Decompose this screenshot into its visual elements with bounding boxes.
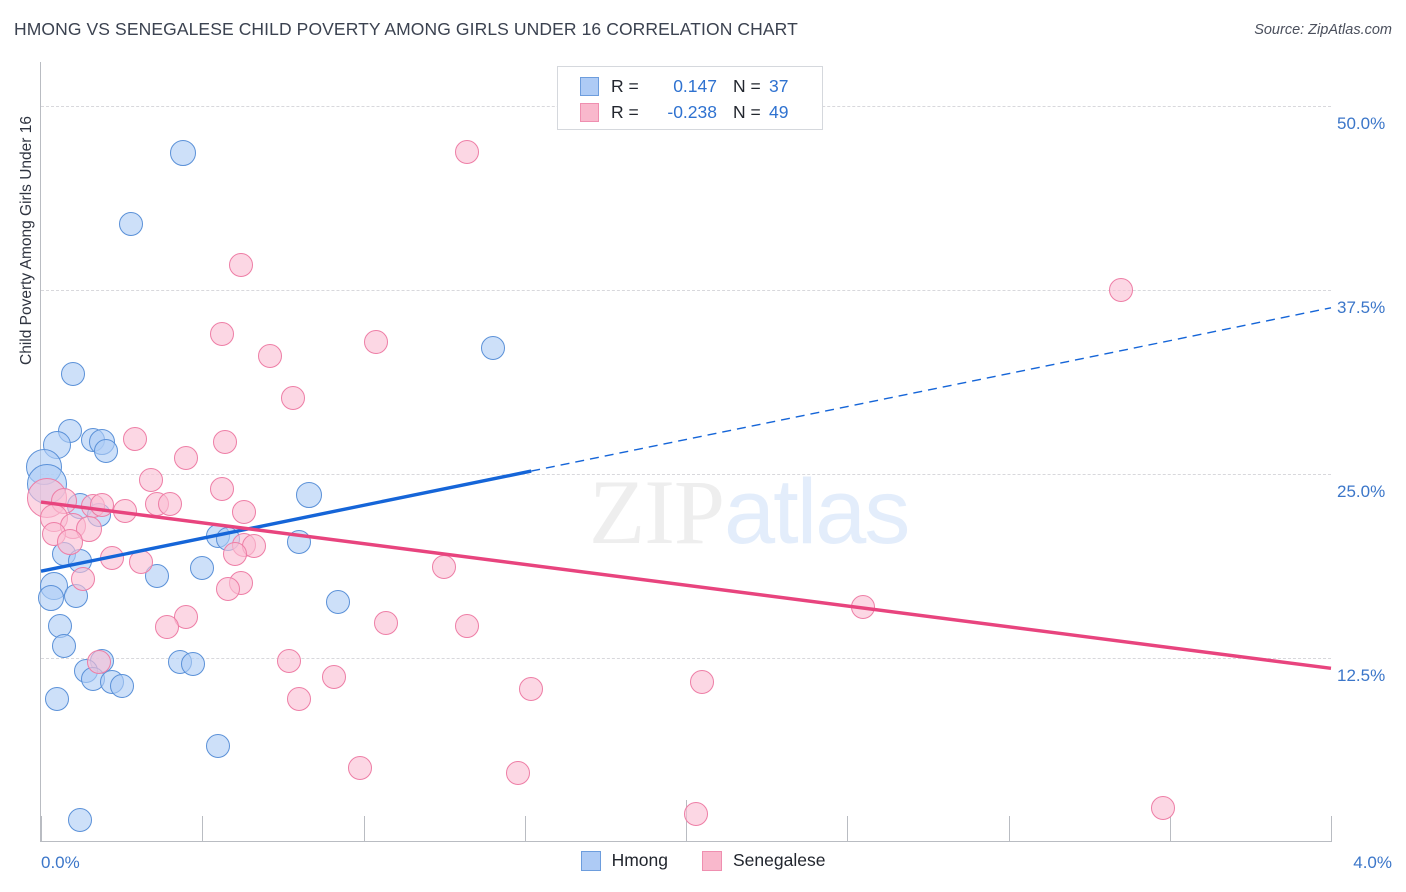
scatter-point-senegalese [138,467,163,492]
scatter-point-hmong [325,590,350,615]
stats-legend-box: R = 0.147 N = 37 R = -0.238 N = 49 [557,66,823,130]
scatter-point-senegalese [158,491,182,516]
legend-item-hmong[interactable]: Hmong [580,850,668,871]
stats-n-value-hmong: 37 [769,75,789,96]
scatter-point-hmong [287,529,311,554]
scatter-point-senegalese [209,322,234,347]
stats-n-value-senegalese: 49 [769,101,789,122]
y-tick-label: 25.0% [1337,482,1386,502]
x-axis-max-label: 4.0% [1353,853,1392,872]
scatter-point-senegalese [322,665,347,690]
scatter-point-senegalese [154,615,179,640]
scatter-point-senegalese [232,500,257,525]
scatter-point-senegalese [683,802,708,827]
scatter-point-senegalese [506,760,531,785]
trend-line-dashed-hmong [531,307,1332,472]
scatter-point-hmong [180,651,205,676]
scatter-point-senegalese [257,344,282,369]
scatter-point-hmong [93,438,118,463]
x-tick [524,816,526,842]
trend-lines [40,307,1332,671]
scatter-point-senegalese [212,429,237,454]
page-title: HMONG VS SENEGALESE CHILD POVERTY AMONG … [14,19,798,39]
scatter-point-senegalese [90,492,115,517]
legend-label-hmong: Hmong [611,850,668,870]
scatter-point-senegalese [216,576,241,601]
y-axis-title: Child Poverty Among Girls Under 16 [18,116,35,365]
scatter-point-senegalese [277,648,302,673]
scatter-point-hmong [45,687,70,712]
scatter-point-senegalese [454,139,479,164]
trend-line-solid-senegalese [40,500,1332,671]
scatter-point-senegalese [519,676,544,701]
y-tick-label: 50.0% [1337,114,1386,134]
stats-r-value-senegalese: -0.238 [667,101,717,122]
gridline [41,658,1331,660]
legend-item-senegalese[interactable]: Senegalese [701,850,826,871]
stats-n-label-senegalese: N = [733,101,761,122]
scatter-point-senegalese [1109,278,1134,303]
x-tick [1008,816,1010,842]
x-axis-min-label: 0.0% [41,853,80,872]
scatter-point-senegalese [287,687,311,712]
scatter-point-senegalese [122,426,147,451]
scatter-point-senegalese [1151,796,1176,821]
scatter-point-hmong [119,211,144,236]
scatter-point-senegalese [222,541,247,566]
scatter-point-hmong [190,556,215,581]
scatter-point-hmong [51,634,76,659]
stats-n-label-hmong: N = [733,75,761,96]
scatter-point-hmong [67,807,92,832]
scatter-point-senegalese [432,554,457,579]
source-label: Source: ZipAtlas.com [1254,22,1392,38]
scatter-point-senegalese [454,613,479,638]
scatter-point-senegalese [57,528,84,555]
scatter-point-senegalese [228,253,253,278]
stats-r-value-hmong: 0.147 [673,75,717,96]
scatter-point-senegalese [209,476,234,501]
stats-swatch-hmong [580,76,599,96]
x-tick [847,816,849,842]
scatter-point-hmong [295,481,322,508]
scatter-point-hmong [169,140,196,167]
scatter-point-senegalese [128,550,153,575]
legend-swatch-hmong [580,850,601,871]
x-tick [41,816,42,842]
x-tick [1331,816,1332,842]
stats-r-label-senegalese: R = [611,101,639,122]
scatter-point-hmong [109,674,134,698]
gridline [41,474,1331,476]
stats-swatch-senegalese [580,102,599,122]
scatter-point-senegalese [70,566,95,591]
scatter-point-senegalese [348,756,373,781]
x-tick [202,816,204,842]
y-tick-label: 12.5% [1337,666,1386,686]
stats-row-senegalese: R = -0.238 N = 49 [580,99,822,125]
scatter-point-senegalese [280,385,305,410]
scatter-point-senegalese [690,669,715,694]
stats-r-label-hmong: R = [611,75,639,96]
series-legend: Hmong Senegalese [0,850,1406,871]
scatter-point-hmong [37,584,64,611]
scatter-point-senegalese [374,610,399,635]
scatter-point-senegalese [174,445,199,470]
scatter-point-senegalese [76,515,103,542]
scatter-point-senegalese [364,329,389,354]
trend-line-solid-hmong [40,469,532,573]
gridline [41,290,1331,292]
stats-row-hmong: R = 0.147 N = 37 [580,73,822,99]
x-tick [363,816,365,842]
scatter-point-hmong [61,362,86,386]
plot-area: ZIPatlas [26,62,1332,842]
legend-label-senegalese: Senegalese [732,850,826,870]
scatter-point-senegalese [87,650,112,675]
scatter-point-hmong [206,734,231,759]
y-tick-label: 37.5% [1337,298,1386,318]
legend-swatch-senegalese [701,850,722,871]
scatter-point-hmong [480,335,505,360]
x-tick [1169,816,1171,842]
